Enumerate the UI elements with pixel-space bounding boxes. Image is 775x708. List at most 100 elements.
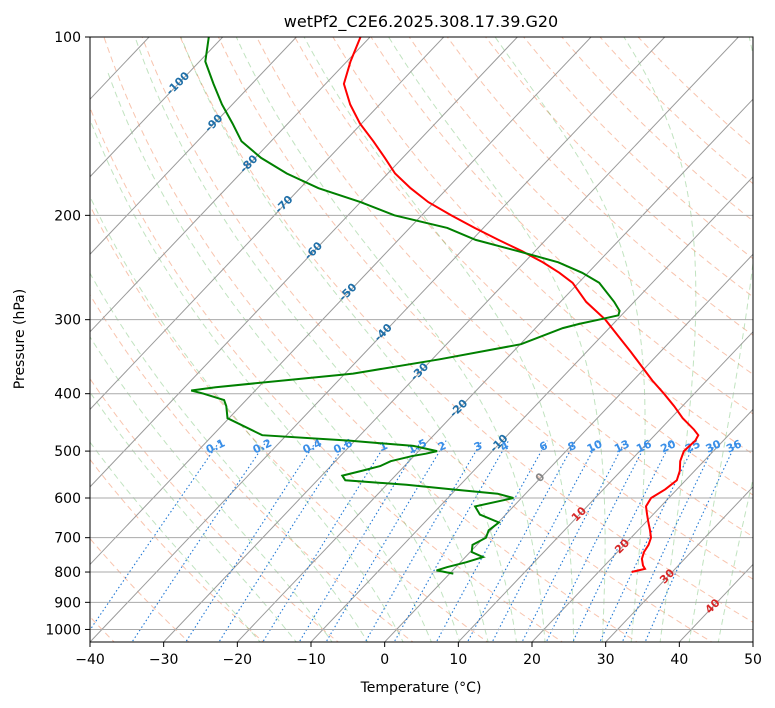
isotherm-line — [236, 98, 753, 642]
dry-adiabat — [485, 37, 753, 298]
x-tick-label: 0 — [380, 652, 389, 668]
moist-adiabat — [90, 441, 261, 642]
y-tick-label: 400 — [54, 387, 81, 403]
moist-adiabat — [717, 476, 753, 642]
mixing-ratio-line — [131, 440, 268, 642]
mixing-ratio-label: 16 — [634, 437, 654, 455]
mixing-ratio-line — [466, 440, 577, 642]
dry-adiabat — [408, 37, 753, 375]
mixing-ratio-label: 30 — [704, 437, 724, 455]
mixing-ratio-line — [218, 440, 348, 642]
mixing-ratio-line — [621, 440, 718, 642]
moist-adiabat — [90, 118, 432, 642]
x-axis-label: Temperature (°C) — [360, 680, 482, 696]
x-tick-label: 20 — [523, 652, 541, 668]
y-tick-label: 1000 — [45, 622, 81, 638]
line-labels: -100-90-80-70-60-50-40-30-20-10010203040… — [164, 69, 744, 616]
mixing-ratio-label: 13 — [612, 437, 631, 455]
y-tick-label: 700 — [54, 531, 81, 547]
dewpoint-profile — [190, 37, 621, 575]
mixing-ratio-label: 0.1 — [204, 437, 227, 457]
dry-adiabat — [90, 537, 190, 642]
background-lines — [90, 37, 753, 642]
isotherm-line — [457, 331, 753, 642]
mixing-ratio-line — [325, 440, 447, 642]
mixing-ratio-label: 36 — [724, 437, 744, 455]
temperature-profile — [342, 37, 700, 573]
y-tick-label: 200 — [54, 208, 81, 224]
isotherm-line — [531, 408, 753, 642]
moist-adiabat — [107, 72, 461, 642]
dry-adiabat — [599, 37, 753, 185]
mixing-ratio-line — [599, 440, 697, 642]
dry-adiabat — [217, 37, 753, 580]
x-tick-label: −10 — [296, 652, 326, 668]
isotherm-line — [162, 37, 740, 642]
y-tick-label: 900 — [54, 595, 81, 611]
dry-adiabat — [294, 37, 753, 496]
x-tick-label: −30 — [149, 652, 179, 668]
chart-title: wetPf2_C2E6.2025.308.17.39.G20 — [284, 12, 558, 32]
profile-series — [190, 37, 700, 575]
isotherm-line — [90, 37, 371, 333]
mixing-ratio-line — [185, 440, 318, 642]
x-tick-label: 10 — [449, 652, 467, 668]
axis-ticks: −40 −30 −20 −10 0 10 20 30 40 5010020030040050060… — [45, 30, 762, 668]
isotherm-line — [90, 37, 592, 566]
dry-adiabat — [90, 458, 265, 642]
mixing-ratio-label: 3 — [472, 439, 484, 454]
dry-adiabat — [256, 37, 753, 538]
mixing-ratio-line — [298, 440, 422, 642]
mixing-ratio-label: 6 — [537, 439, 550, 454]
y-tick-label: 600 — [54, 491, 81, 507]
x-tick-label: 50 — [744, 652, 762, 668]
y-tick-label: 100 — [54, 30, 81, 46]
mixing-ratio-label: 10 — [585, 437, 605, 455]
dry-adiabat — [141, 37, 713, 642]
mixing-ratio-line — [435, 440, 548, 642]
moist-adiabat — [688, 37, 753, 642]
y-tick-label: 300 — [54, 313, 81, 329]
y-tick-label: 500 — [54, 444, 81, 460]
mixing-ratio-line — [262, 440, 389, 642]
isotherm-line — [310, 176, 753, 642]
isotherm-line — [90, 37, 666, 642]
dry-adiabat — [370, 37, 753, 415]
x-tick-label: −40 — [75, 652, 105, 668]
moist-adiabat — [388, 37, 606, 642]
mixing-ratio-line — [393, 440, 510, 642]
dry-adiabat — [90, 106, 564, 642]
isotherm-line — [90, 37, 224, 178]
moist-adiabat — [235, 37, 546, 642]
moist-adiabat — [303, 37, 575, 642]
dry-adiabat — [332, 37, 753, 455]
isotherm-line — [90, 37, 445, 411]
isotherm-line — [90, 37, 298, 256]
mixing-ratio-line — [364, 440, 483, 642]
plot-frame — [89, 36, 754, 643]
mixing-ratio-line — [644, 440, 738, 642]
mixing-ratio-line — [491, 440, 599, 642]
mixing-ratio-label: 25 — [683, 437, 702, 455]
dry-adiabat — [179, 37, 753, 623]
dry-adiabat — [523, 37, 753, 260]
y-axis-label: Pressure (hPa) — [12, 289, 28, 389]
isotherm-line — [604, 486, 753, 642]
dry-adiabat — [103, 37, 638, 642]
dry-adiabat — [90, 204, 489, 642]
x-tick-label: 30 — [597, 652, 615, 668]
moist-adiabat — [180, 37, 518, 642]
y-tick-label: 800 — [54, 565, 81, 581]
isotherm-line — [90, 37, 519, 488]
dry-adiabat — [90, 293, 414, 642]
dry-adiabat — [561, 37, 753, 222]
mixing-ratio-label: 20 — [658, 437, 678, 455]
x-tick-label: −20 — [223, 652, 253, 668]
moist-adiabat — [90, 391, 297, 642]
moist-adiabat — [90, 335, 333, 642]
moist-adiabat — [90, 272, 369, 642]
x-tick-label: 40 — [670, 652, 688, 668]
mixing-ratio-label: 1 — [377, 439, 389, 454]
moist-adiabat — [623, 37, 697, 642]
